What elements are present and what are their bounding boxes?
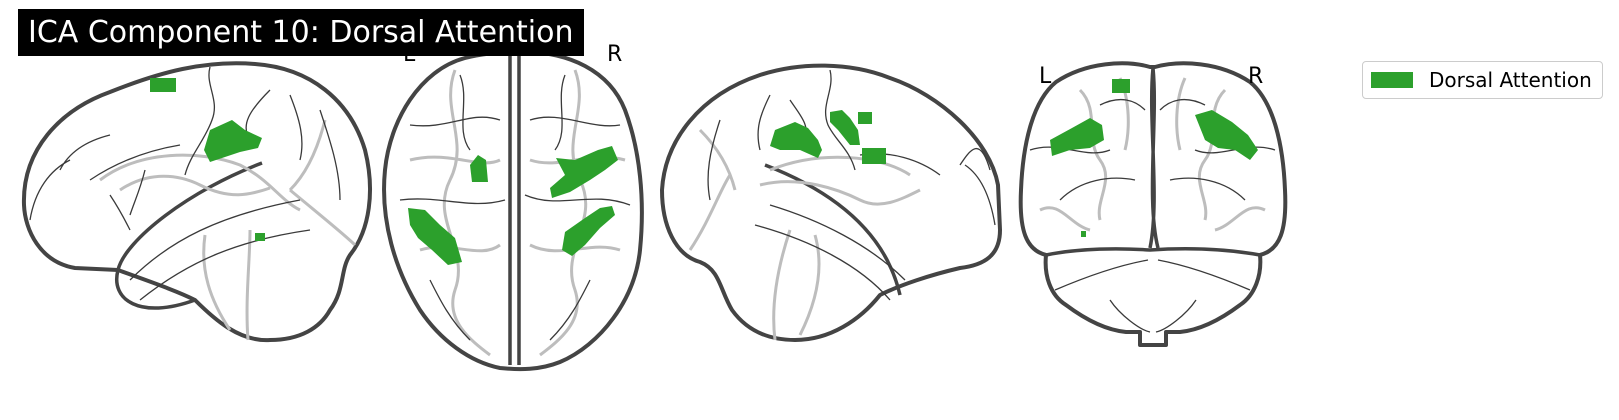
activation-blob xyxy=(150,78,176,92)
sulcus-right-b xyxy=(759,180,921,206)
axial-activations xyxy=(408,146,618,265)
axial-gyrus-d xyxy=(459,74,566,151)
temporal-sulci-right xyxy=(754,204,906,301)
tentorium xyxy=(1045,247,1261,257)
activation-blob xyxy=(858,112,872,124)
axial-outline xyxy=(382,49,644,372)
sulcus-right-a xyxy=(688,155,911,251)
axial-gyrus-a xyxy=(409,116,621,127)
sulcus-a xyxy=(99,153,301,212)
coronal-sulcus-right xyxy=(1197,88,1227,221)
frontal-sulci xyxy=(29,134,111,221)
axial-right-label: R xyxy=(607,42,623,67)
activation-blob xyxy=(255,233,265,241)
coronal-right-label: R xyxy=(1248,64,1264,89)
sagittal-right-activations xyxy=(770,110,886,164)
legend: Dorsal Attention xyxy=(1362,61,1603,99)
sagittal-left-view xyxy=(21,61,372,343)
axial-view xyxy=(382,49,644,372)
coronal-sulcus-left xyxy=(1078,88,1108,221)
coronal-view xyxy=(1018,61,1288,347)
sagittal-right-outline xyxy=(660,63,1002,342)
cerebellum-lines xyxy=(1054,259,1251,291)
coronal-gyrus-b xyxy=(1059,177,1246,201)
activation-blob xyxy=(562,206,615,256)
activation-blob xyxy=(470,155,488,182)
activation-blob xyxy=(1081,231,1086,237)
coronal-activations xyxy=(1050,79,1258,237)
temporal-sulci xyxy=(129,199,311,301)
axial-left-label: L xyxy=(403,42,416,67)
temporal-lobe-edge xyxy=(115,269,196,310)
axial-gyrus-b xyxy=(399,194,631,206)
coronal-gyrus-c xyxy=(1099,98,1206,111)
sulcus-d xyxy=(202,229,252,341)
sulcus-right-d xyxy=(698,128,737,191)
activation-blob xyxy=(1195,110,1258,160)
sulcus-b xyxy=(119,174,271,197)
sagittal-left-outline xyxy=(21,61,372,343)
activation-blob xyxy=(204,120,262,162)
coronal-sulcus-low xyxy=(1039,206,1266,232)
occipital-right xyxy=(707,119,721,201)
coronal-left-label: L xyxy=(1039,64,1052,89)
inferior-frontal-sulci xyxy=(109,169,146,231)
activation-blob xyxy=(408,208,462,265)
sulcus-c xyxy=(288,119,357,247)
central-sulcus-right xyxy=(824,69,856,171)
legend-label: Dorsal Attention xyxy=(1429,68,1592,92)
interhemispheric-fissure xyxy=(508,52,521,365)
sylvian-fissure-right xyxy=(764,163,902,296)
activation-blob xyxy=(550,146,618,198)
coronal-midline xyxy=(1148,67,1160,249)
activation-blob xyxy=(1112,79,1130,93)
legend-swatch xyxy=(1371,72,1413,88)
sylvian-fissure xyxy=(116,161,263,271)
frontal-sulci-right xyxy=(959,147,996,226)
activation-blob xyxy=(1050,118,1104,156)
occipital-sulcus xyxy=(319,109,341,201)
activation-blob xyxy=(770,122,822,158)
central-sulcus xyxy=(184,66,216,176)
axial-gyrus-c xyxy=(429,279,591,341)
sulcus-right-c xyxy=(772,229,821,341)
coronal-gyrus-a xyxy=(1029,146,1276,154)
frontal-gyrus-line xyxy=(89,144,181,181)
sagittal-left-activations xyxy=(150,78,265,241)
cerebellum-lobes xyxy=(1109,299,1197,333)
activation-blob xyxy=(862,148,886,164)
sagittal-right-view xyxy=(660,63,1002,342)
figure-title: ICA Component 10: Dorsal Attention xyxy=(18,9,584,56)
activation-blob xyxy=(830,110,860,145)
